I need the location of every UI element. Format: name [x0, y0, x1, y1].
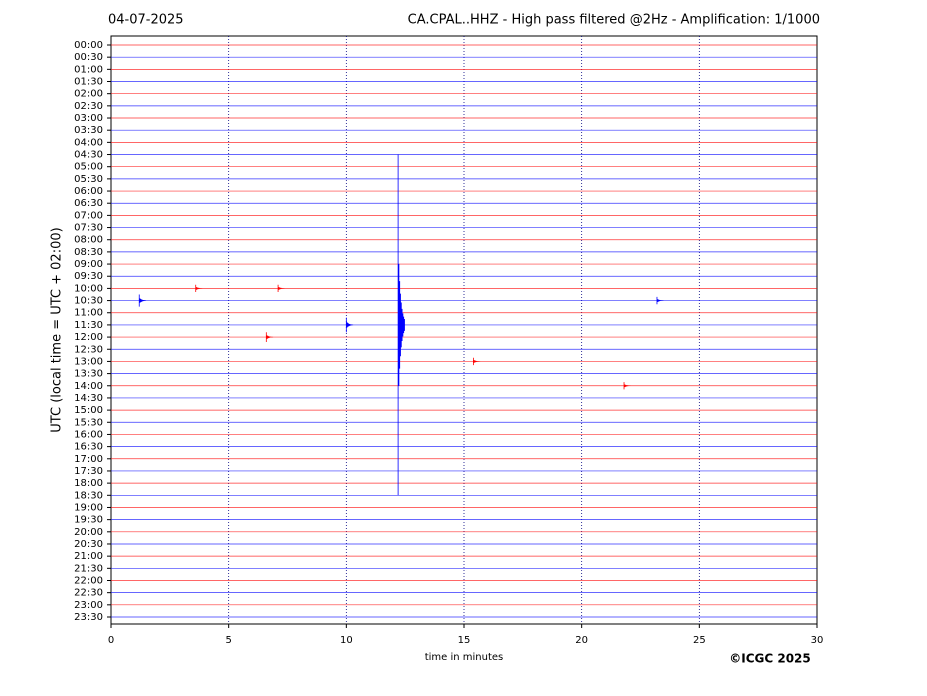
row-label: 07:00: [74, 210, 103, 221]
row-label: 01:30: [74, 77, 103, 88]
row-label: 23:00: [74, 600, 103, 611]
row-label: 22:00: [74, 575, 103, 586]
x-tick-label: 20: [575, 635, 588, 646]
row-label: 04:00: [74, 137, 103, 148]
row-label: 05:00: [74, 162, 103, 173]
x-tick-label: 25: [693, 635, 706, 646]
row-label: 17:00: [74, 454, 103, 465]
event: [623, 382, 631, 390]
event: [138, 294, 147, 307]
row-label: 02:30: [74, 101, 103, 112]
x-tick-label: 5: [225, 635, 231, 646]
chart-title: CA.CPAL..HHZ - High pass filtered @2Hz -…: [408, 13, 820, 28]
row-label: 13:30: [74, 369, 103, 380]
row-label: 10:30: [74, 296, 103, 307]
date: 04-07-2025: [108, 13, 184, 28]
row-label: 04:30: [74, 150, 103, 161]
row-label: 22:30: [74, 588, 103, 599]
row-label: 20:30: [74, 539, 103, 550]
row-label: 15:30: [74, 417, 103, 428]
row-label: 10:00: [74, 283, 103, 294]
row-label: 01:00: [74, 64, 103, 75]
row-label: 07:30: [74, 223, 103, 234]
row-label: 12:00: [74, 332, 103, 343]
row-label: 19:30: [74, 515, 103, 526]
row-label: 20:00: [74, 527, 103, 538]
row-label: 23:30: [74, 612, 103, 623]
event: [277, 284, 285, 293]
row-label: 21:30: [74, 563, 103, 574]
x-tick-label: 30: [811, 635, 824, 646]
y-axis-label: UTC (local time = UTC + 02:00): [50, 227, 65, 432]
row-label: 08:30: [74, 247, 103, 258]
row-label: 18:30: [74, 490, 103, 501]
copyright: ©ICGC 2025: [729, 652, 811, 666]
event: [265, 332, 274, 342]
row-label: 16:00: [74, 429, 103, 440]
row-label: 19:00: [74, 502, 103, 513]
row-label: 17:30: [74, 466, 103, 477]
row-label: 00:30: [74, 52, 103, 63]
row-label: 02:00: [74, 89, 103, 100]
row-label: 12:30: [74, 344, 103, 355]
event: [397, 154, 405, 496]
event: [345, 317, 354, 333]
row-label: 09:00: [74, 259, 103, 270]
row-label: 11:00: [74, 308, 103, 319]
x-axis-label: time in minutes: [425, 652, 504, 663]
row-label: 14:30: [74, 393, 103, 404]
row-label: 21:00: [74, 551, 103, 562]
row-label: 14:00: [74, 381, 103, 392]
row-label: 18:00: [74, 478, 103, 489]
x-tick-label: 0: [108, 635, 114, 646]
x-tick-label: 10: [340, 635, 353, 646]
row-label: 11:30: [74, 320, 103, 331]
row-label: 09:30: [74, 271, 103, 282]
row-label: 13:00: [74, 356, 103, 367]
row-label: 05:30: [74, 174, 103, 185]
row-label: 03:30: [74, 125, 103, 136]
row-label: 06:00: [74, 186, 103, 197]
row-label: 15:00: [74, 405, 103, 416]
row-label: 08:00: [74, 235, 103, 246]
event: [195, 284, 203, 293]
x-tick-label: 15: [458, 635, 471, 646]
row-label: 06:30: [74, 198, 103, 209]
event: [473, 357, 481, 366]
row-label: 16:30: [74, 442, 103, 453]
event: [656, 296, 664, 305]
row-label: 00:00: [74, 40, 103, 51]
row-label: 03:00: [74, 113, 103, 124]
